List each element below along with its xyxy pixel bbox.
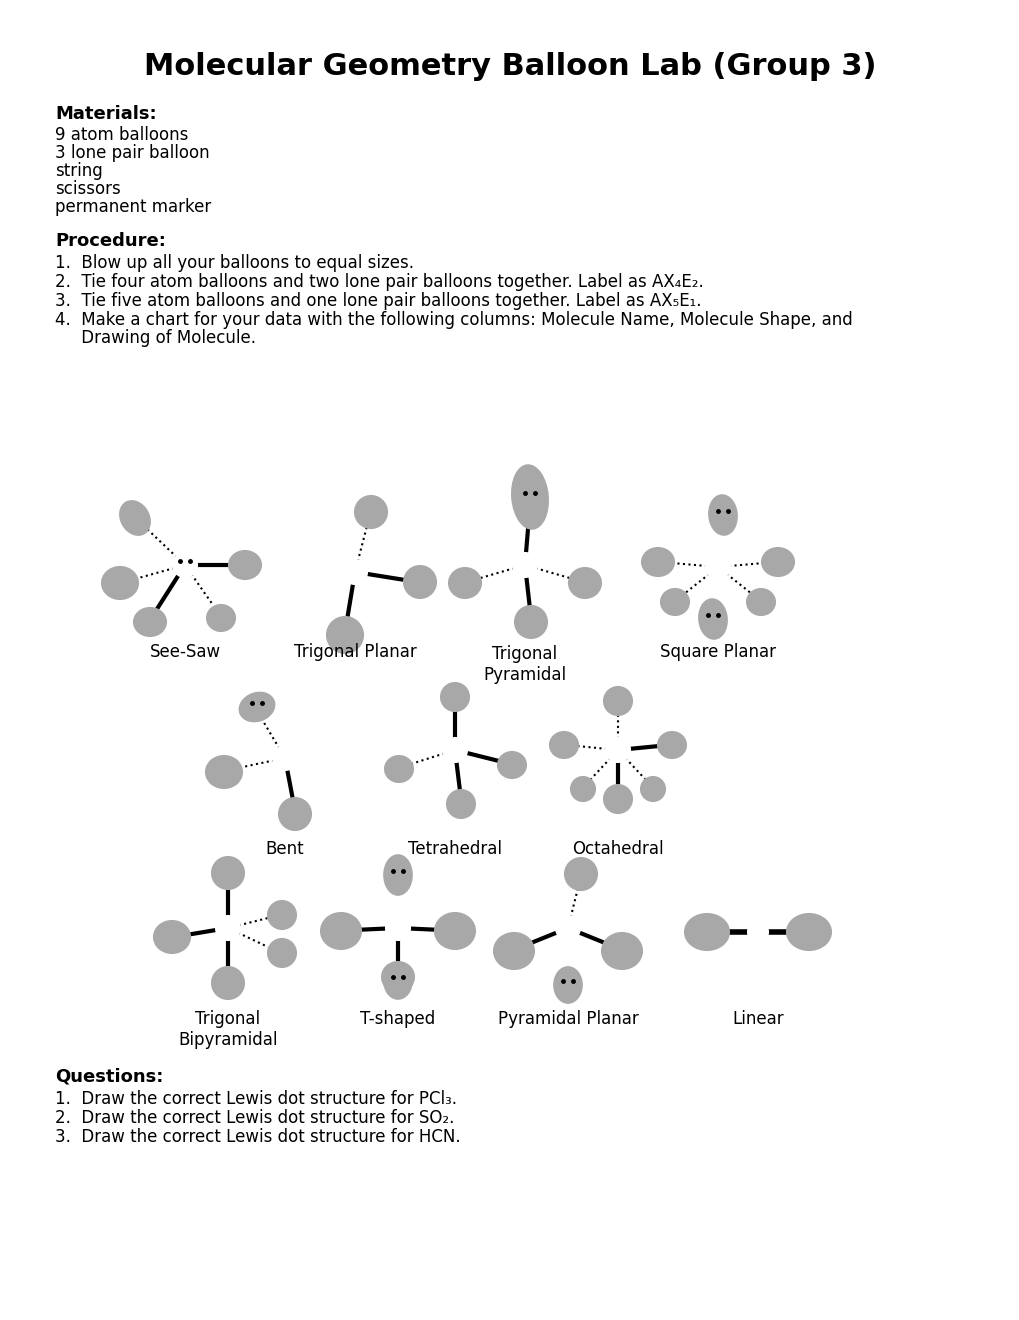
Text: string: string — [55, 162, 103, 180]
Ellipse shape — [384, 756, 413, 781]
Text: Procedure:: Procedure: — [55, 232, 166, 249]
Ellipse shape — [660, 589, 688, 615]
Ellipse shape — [382, 962, 414, 993]
Ellipse shape — [513, 553, 536, 577]
Ellipse shape — [216, 916, 239, 940]
Ellipse shape — [120, 500, 150, 535]
Ellipse shape — [746, 589, 774, 615]
Ellipse shape — [446, 789, 475, 818]
Ellipse shape — [355, 496, 386, 528]
Text: Trigonal
Bipyramidal: Trigonal Bipyramidal — [178, 1010, 277, 1049]
Text: See-Saw: See-Saw — [150, 643, 220, 661]
Ellipse shape — [321, 913, 361, 949]
Text: Bent: Bent — [265, 840, 304, 858]
Ellipse shape — [434, 913, 475, 949]
Ellipse shape — [268, 902, 296, 929]
Ellipse shape — [657, 733, 686, 758]
Ellipse shape — [383, 855, 412, 895]
Ellipse shape — [603, 686, 632, 715]
Ellipse shape — [708, 495, 737, 535]
Ellipse shape — [268, 939, 296, 968]
Ellipse shape — [385, 916, 410, 940]
Text: scissors: scissors — [55, 180, 120, 198]
Ellipse shape — [273, 746, 297, 770]
Text: Pyramidal Planar: Pyramidal Planar — [497, 1010, 638, 1028]
Text: T-shaped: T-shaped — [360, 1010, 435, 1028]
Ellipse shape — [207, 605, 234, 631]
Ellipse shape — [279, 799, 311, 830]
Ellipse shape — [705, 554, 730, 579]
Ellipse shape — [229, 550, 261, 579]
Ellipse shape — [342, 560, 367, 583]
Ellipse shape — [603, 785, 632, 813]
Ellipse shape — [493, 933, 534, 969]
Ellipse shape — [555, 916, 580, 940]
Ellipse shape — [565, 858, 596, 890]
Text: Linear: Linear — [732, 1010, 783, 1028]
Text: 3.  Tie five atom balloons and one lone pair balloons together. Label as AX₅E₁.: 3. Tie five atom balloons and one lone p… — [55, 292, 701, 310]
Ellipse shape — [601, 933, 641, 969]
Text: 4.  Make a chart for your data with the following columns: Molecule Name, Molecu: 4. Make a chart for your data with the f… — [55, 312, 852, 329]
Ellipse shape — [383, 964, 412, 999]
Ellipse shape — [640, 777, 664, 801]
Ellipse shape — [698, 599, 727, 639]
Ellipse shape — [206, 756, 242, 788]
Text: 3 lone pair balloon: 3 lone pair balloon — [55, 144, 210, 162]
Text: 2.  Draw the correct Lewis dot structure for SO₂.: 2. Draw the correct Lewis dot structure … — [55, 1109, 453, 1127]
Text: Tetrahedral: Tetrahedral — [408, 840, 501, 858]
Ellipse shape — [327, 616, 363, 653]
Ellipse shape — [605, 738, 630, 762]
Text: Materials:: Materials: — [55, 106, 157, 123]
Ellipse shape — [442, 738, 467, 762]
Ellipse shape — [685, 913, 729, 950]
Text: Molecular Geometry Balloon Lab (Group 3): Molecular Geometry Balloon Lab (Group 3) — [144, 51, 875, 81]
Ellipse shape — [173, 553, 197, 577]
Ellipse shape — [212, 968, 244, 999]
Ellipse shape — [787, 913, 830, 950]
Ellipse shape — [133, 609, 166, 636]
Text: Square Planar: Square Planar — [659, 643, 775, 661]
Ellipse shape — [440, 682, 469, 711]
Ellipse shape — [154, 921, 190, 953]
Ellipse shape — [448, 568, 481, 598]
Ellipse shape — [497, 752, 526, 777]
Ellipse shape — [761, 548, 793, 576]
Ellipse shape — [239, 693, 274, 722]
Text: Trigonal Planar: Trigonal Planar — [293, 643, 416, 661]
Ellipse shape — [549, 733, 578, 758]
Text: Questions:: Questions: — [55, 1068, 163, 1086]
Ellipse shape — [212, 857, 244, 888]
Text: 1.  Draw the correct Lewis dot structure for PCl₃.: 1. Draw the correct Lewis dot structure … — [55, 1090, 457, 1107]
Ellipse shape — [102, 568, 138, 599]
Text: Drawing of Molecule.: Drawing of Molecule. — [55, 329, 256, 347]
Text: Octahedral: Octahedral — [572, 840, 663, 858]
Text: 9 atom balloons: 9 atom balloons — [55, 125, 189, 144]
Ellipse shape — [747, 921, 767, 942]
Ellipse shape — [569, 568, 600, 598]
Ellipse shape — [641, 548, 674, 576]
Ellipse shape — [571, 777, 594, 801]
Ellipse shape — [404, 566, 435, 598]
Text: 3.  Draw the correct Lewis dot structure for HCN.: 3. Draw the correct Lewis dot structure … — [55, 1129, 461, 1146]
Ellipse shape — [553, 968, 582, 1003]
Ellipse shape — [512, 465, 547, 529]
Ellipse shape — [515, 606, 546, 638]
Text: permanent marker: permanent marker — [55, 198, 211, 216]
Text: 2.  Tie four atom balloons and two lone pair balloons together. Label as AX₄E₂.: 2. Tie four atom balloons and two lone p… — [55, 273, 703, 290]
Text: 1.  Blow up all your balloons to equal sizes.: 1. Blow up all your balloons to equal si… — [55, 253, 414, 272]
Text: Trigonal
Pyramidal: Trigonal Pyramidal — [483, 645, 566, 684]
